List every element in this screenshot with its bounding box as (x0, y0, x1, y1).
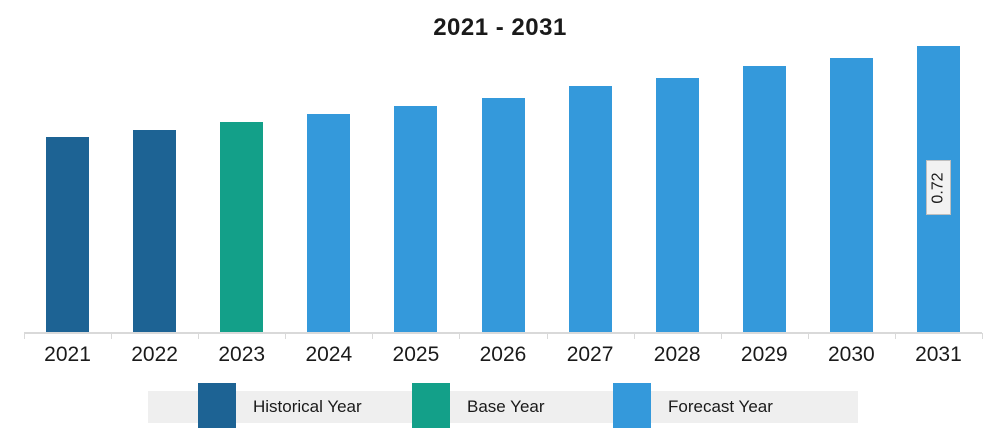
axis-tick (24, 333, 25, 339)
bar-2024 (307, 113, 351, 333)
x-tick-label-2025: 2025 (392, 343, 440, 366)
axis-tick (372, 333, 374, 339)
x-tick-label-2024: 2024 (305, 343, 353, 366)
bar-2025 (394, 105, 438, 333)
chart-title: 2021 - 2031 (433, 14, 567, 41)
legend (148, 391, 858, 423)
axis-tick (982, 333, 983, 339)
legend-swatch-forecast (613, 383, 651, 428)
legend-swatch-historical (198, 383, 236, 428)
x-tick-label-2027: 2027 (566, 343, 614, 366)
axis-tick (285, 333, 287, 339)
x-tick-label-2028: 2028 (653, 343, 701, 366)
x-tick-label-2031: 2031 (915, 343, 962, 366)
axis-tick (111, 333, 113, 339)
x-tick-label-2026: 2026 (479, 343, 527, 366)
x-tick-label-2022: 2022 (131, 343, 178, 366)
x-tick-label-2023: 2023 (218, 343, 266, 366)
axis-tick (198, 333, 200, 339)
bar-2028 (655, 77, 699, 333)
bar-2027 (568, 85, 612, 333)
bar-2021 (46, 137, 90, 333)
axis-tick (807, 333, 809, 339)
data-label-2031: 0.72 (925, 160, 951, 215)
x-tick-label-2021: 2021 (44, 343, 91, 366)
bar-2029 (742, 65, 786, 333)
axis-tick (546, 333, 548, 339)
x-tick-label-2030: 2030 (827, 343, 875, 366)
bar-2026 (481, 97, 525, 333)
x-axis-line (24, 332, 982, 334)
bar-2030 (829, 57, 873, 333)
bar-2022 (133, 129, 177, 333)
legend-label-historical: Historical Year (253, 397, 362, 416)
axis-tick (459, 333, 461, 339)
legend-swatch-base (412, 383, 450, 428)
axis-tick (633, 333, 635, 339)
axis-tick (894, 333, 896, 339)
axis-tick (720, 333, 722, 339)
legend-label-base: Base Year (467, 397, 545, 416)
bar-2023 (220, 121, 264, 333)
legend-label-forecast: Forecast Year (668, 397, 773, 416)
data-label-text: 0.72 (929, 171, 947, 204)
x-tick-label-2029: 2029 (740, 343, 788, 366)
